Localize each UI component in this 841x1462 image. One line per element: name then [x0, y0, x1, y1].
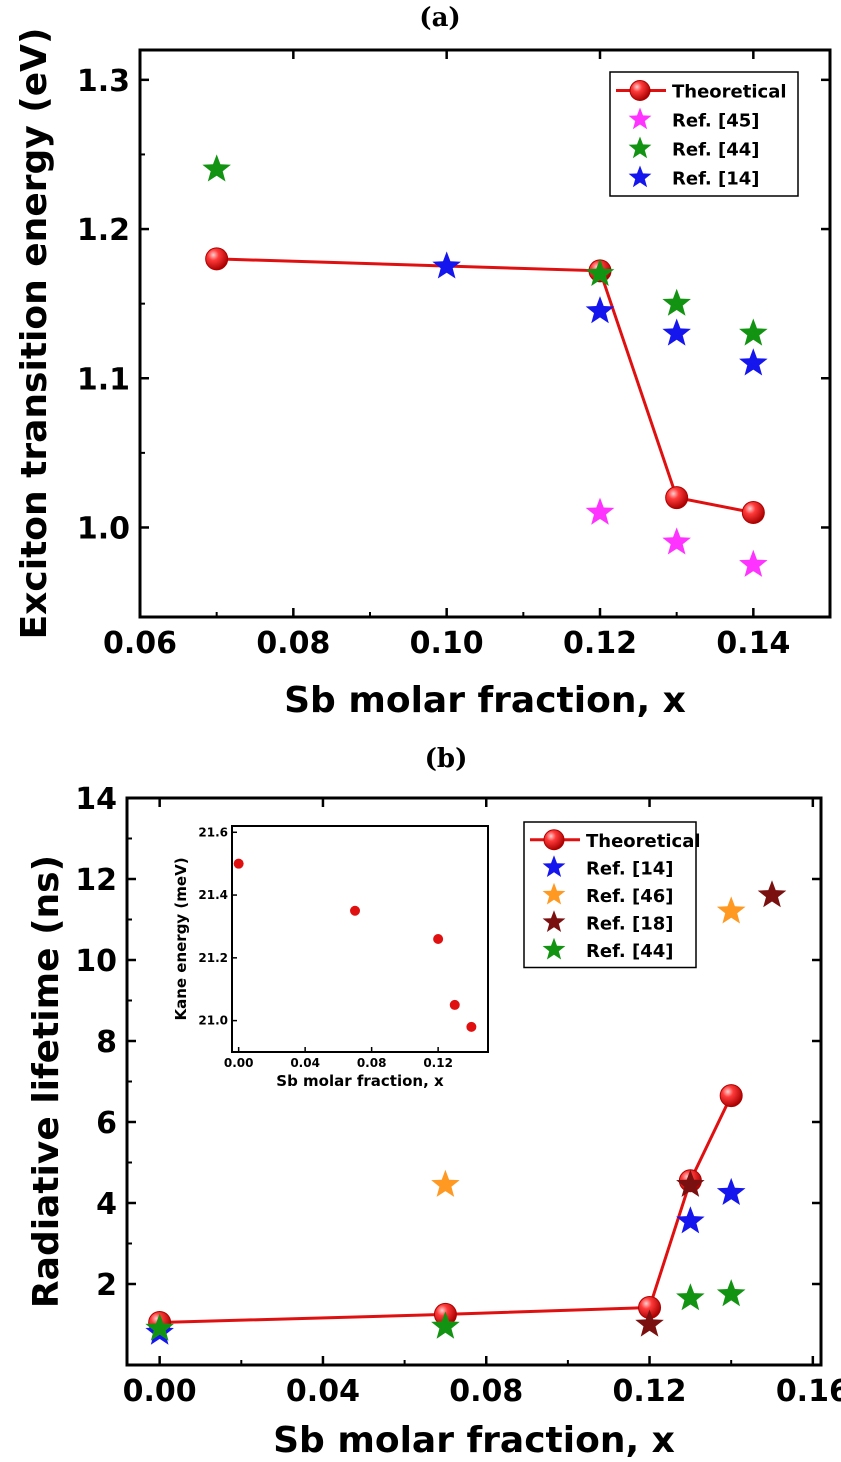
legend-marker	[542, 855, 566, 877]
legend-marker	[628, 107, 652, 130]
inset-y-tick-label: 21.6	[198, 825, 228, 839]
inset-x-tick-label: 0.00	[224, 1056, 254, 1070]
star-point	[676, 1206, 705, 1234]
star-point	[716, 1279, 746, 1307]
inset-y-axis-title: Kane energy (meV)	[172, 857, 190, 1020]
kane-energy-point	[466, 1021, 477, 1032]
panel-a-label: (a)	[419, 3, 460, 33]
star-point	[739, 549, 768, 577]
star-point	[739, 348, 768, 376]
legend-marker	[628, 165, 652, 188]
inset-y-tick-label: 21.0	[198, 1014, 228, 1028]
star-point	[432, 251, 461, 279]
legend-label: Theoretical	[672, 82, 787, 103]
star-point	[585, 258, 615, 286]
star-point	[635, 1309, 664, 1337]
inset-x-tick-label: 0.08	[357, 1056, 387, 1070]
star-point	[716, 896, 746, 924]
star-point	[202, 154, 231, 182]
inset-frame	[231, 825, 489, 1053]
legend-label: Theoretical	[586, 831, 701, 852]
x-axis-title-a: Sb molar fraction, x	[284, 680, 686, 721]
star-point	[676, 1283, 705, 1311]
x-tick-label: 0.06	[103, 626, 177, 661]
y-tick-label: 1.0	[77, 511, 130, 546]
inset-x-tick-label: 0.04	[290, 1056, 320, 1070]
legend-marker	[542, 882, 566, 905]
y-tick-label: 4	[96, 1187, 117, 1222]
y-tick-label: 1.1	[77, 362, 130, 397]
x-tick-label: 0.16	[776, 1374, 841, 1409]
legend-marker	[542, 937, 566, 960]
y-tick-label: 14	[75, 782, 117, 817]
theoretical-point	[719, 1084, 743, 1108]
legend-label: Ref. [44]	[586, 941, 674, 962]
star-point	[145, 1313, 174, 1341]
theoretical-point	[665, 486, 689, 510]
theoretical-line-a	[216, 257, 754, 515]
x-tick-label: 0.12	[563, 626, 637, 661]
star-point	[739, 318, 768, 346]
star-point	[716, 1177, 746, 1205]
y-tick-label: 8	[96, 1025, 117, 1060]
x-tick-label: 0.04	[286, 1374, 360, 1409]
theoretical-point	[205, 247, 229, 271]
inset-x-axis-title: Sb molar fraction, x	[276, 1072, 444, 1090]
legend-marker	[542, 910, 566, 932]
star-point	[431, 1311, 460, 1339]
x-axis-title-b: Sb molar fraction, x	[273, 1420, 675, 1461]
x-tick-label: 0.12	[613, 1374, 687, 1409]
x-tick-label: 0.14	[716, 626, 790, 661]
x-tick-label: 0.00	[123, 1374, 197, 1409]
kane-energy-point	[449, 999, 460, 1010]
theoretical-point	[741, 501, 765, 525]
star-point	[431, 1169, 460, 1197]
inset-x-tick-label: 0.12	[423, 1056, 453, 1070]
legend-label: Ref. [18]	[586, 913, 674, 934]
y-tick-label: 2	[96, 1268, 117, 1303]
y-axis-title-a: Exciton transition energy (eV)	[14, 28, 55, 640]
y-axis-title-b: Radiative lifetime (ns)	[26, 855, 67, 1308]
legend-label: Ref. [46]	[586, 886, 674, 907]
legend-marker	[543, 829, 565, 851]
panel-b-label: (b)	[425, 744, 468, 774]
kane-energy-point	[350, 905, 361, 916]
legend-label: Ref. [14]	[672, 169, 760, 190]
legend-label: Ref. [44]	[672, 140, 760, 161]
legend-marker	[629, 80, 651, 101]
legend-label: Ref. [45]	[672, 111, 760, 132]
inset-y-tick-label: 21.4	[198, 888, 228, 902]
kane-energy-point	[433, 934, 444, 944]
y-tick-label: 6	[96, 1106, 117, 1141]
x-tick-label: 0.10	[410, 626, 484, 661]
star-point	[662, 288, 691, 316]
legend-marker	[628, 136, 652, 159]
y-tick-label: 1.3	[77, 64, 130, 99]
y-tick-label: 10	[75, 944, 117, 979]
star-point	[585, 497, 615, 525]
y-tick-label: 12	[75, 863, 117, 898]
x-tick-label: 0.08	[449, 1374, 523, 1409]
legend-label: Ref. [14]	[586, 858, 674, 879]
panel-b-chart: 0.00 0.04 0.08 0.12 0.16 2 4 6 8 10 12 14 Sb molar f…	[26, 782, 841, 1461]
star-point	[676, 1169, 705, 1197]
star-point	[662, 318, 691, 346]
x-tick-label: 0.08	[256, 626, 330, 661]
star-point	[662, 527, 691, 555]
kane-energy-point	[233, 858, 244, 869]
inset-y-tick-label: 21.2	[198, 951, 228, 965]
star-point	[757, 880, 787, 908]
star-point	[585, 296, 615, 324]
y-tick-label: 1.2	[77, 213, 130, 248]
panel-a-chart: 0.06 0.08 0.10 0.12 0.14 1.0 1.1 1.2 1.3 Sb molar…	[14, 28, 832, 721]
